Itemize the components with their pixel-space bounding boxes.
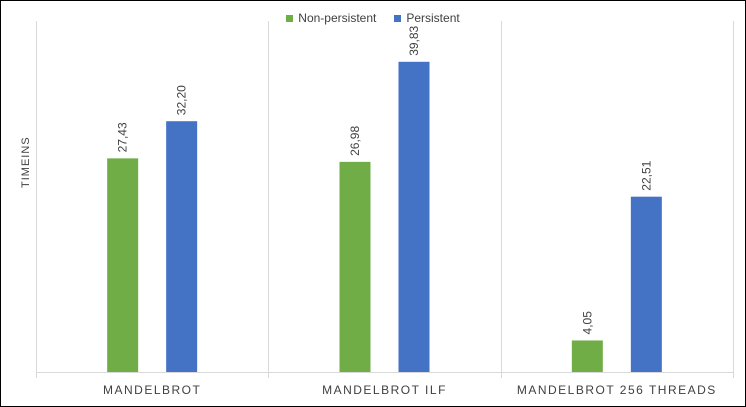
data-label-1-0: 32,20 (175, 85, 189, 115)
legend-swatch-non-persistent (286, 14, 294, 22)
x-tick-label-0: MANDELBROT (103, 383, 201, 397)
data-label-0-2: 4,05 (580, 311, 594, 335)
data-label-1-1: 39,83 (407, 25, 421, 55)
bar-non-persistent-2 (571, 340, 603, 372)
legend-label-non-persistent: Non-persistent (298, 11, 377, 25)
data-label-0-1: 26,98 (348, 126, 362, 156)
legend-label-persistent: Persistent (406, 11, 460, 25)
legend-item-non-persistent: Non-persistent (286, 11, 376, 25)
data-label-1-2: 22,51 (639, 160, 653, 190)
legend-swatch-persistent (394, 14, 402, 22)
legend-item-persistent: Persistent (394, 11, 460, 25)
bar-non-persistent-0 (107, 158, 139, 372)
bar-persistent-0 (166, 121, 198, 372)
x-tick-label-1: MANDELBROT ILF (322, 383, 447, 397)
bar-persistent-2 (630, 196, 662, 372)
data-label-0-0: 27,43 (116, 122, 130, 152)
bar-non-persistent-1 (339, 161, 371, 372)
legend: Non-persistent Persistent (1, 11, 745, 25)
bar-persistent-1 (398, 61, 430, 373)
x-tick-label-2: MANDELBROT 256 THREADS (517, 383, 717, 397)
